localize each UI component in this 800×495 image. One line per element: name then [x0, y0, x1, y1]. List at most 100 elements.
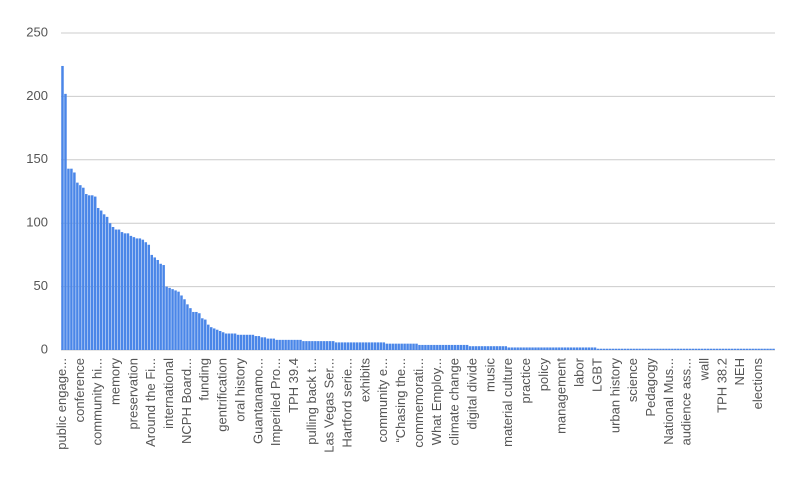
- bar: [236, 334, 240, 350]
- bar: [376, 342, 380, 350]
- bar: [715, 348, 719, 350]
- bar: [123, 233, 127, 350]
- bar: [751, 348, 754, 350]
- bar: [314, 341, 317, 350]
- bar: [691, 348, 695, 350]
- bar: [224, 333, 228, 350]
- bar: [239, 334, 243, 350]
- bar: [727, 348, 731, 350]
- bar: [763, 348, 766, 350]
- bar: [93, 196, 97, 350]
- x-tick-label: Hartford serie...: [340, 358, 355, 448]
- bar: [611, 348, 615, 350]
- bar: [233, 333, 237, 350]
- bar: [528, 347, 531, 350]
- bar: [453, 344, 457, 350]
- x-tick-label: Las Vegas Ser...: [322, 358, 337, 453]
- bar: [358, 342, 362, 350]
- bar: [513, 347, 516, 350]
- bar: [192, 311, 195, 350]
- bar: [272, 338, 275, 350]
- bar: [629, 348, 632, 350]
- bar: [709, 348, 713, 350]
- bar: [653, 348, 656, 350]
- bar: [525, 347, 528, 350]
- bar: [111, 227, 115, 350]
- bar: [340, 342, 344, 350]
- bar: [677, 348, 680, 350]
- bar: [555, 347, 558, 350]
- bar: [596, 348, 600, 350]
- bar: [227, 333, 231, 350]
- bar: [388, 343, 391, 350]
- bar: [403, 343, 406, 350]
- bar: [379, 342, 383, 350]
- bar: [558, 347, 561, 350]
- bar: [373, 342, 377, 350]
- bar: [406, 343, 409, 350]
- bar: [608, 348, 612, 350]
- bar: [522, 347, 525, 350]
- x-tick-label: TPH 39.4: [286, 358, 301, 413]
- bar: [120, 232, 124, 350]
- bar: [263, 337, 267, 350]
- bar: [212, 328, 216, 350]
- bar: [510, 347, 513, 350]
- x-tick-label: National Mus...: [661, 358, 676, 445]
- bar: [683, 348, 686, 350]
- bar: [617, 348, 621, 350]
- bar: [171, 289, 174, 350]
- bar: [614, 348, 618, 350]
- x-tick-label: international: [161, 358, 176, 429]
- bar: [492, 346, 496, 350]
- x-tick-label: gentrification: [215, 358, 230, 432]
- x-tick-label: LGBT: [589, 358, 604, 392]
- bar: [599, 348, 603, 350]
- y-tick-label: 0: [41, 341, 48, 356]
- y-tick-label: 250: [26, 24, 48, 39]
- bar: [543, 347, 546, 350]
- bar: [162, 265, 165, 350]
- bar: [474, 346, 478, 350]
- x-tick-label: What Employ...: [429, 358, 444, 445]
- x-tick-label: exhibits: [357, 358, 372, 403]
- bar: [323, 341, 326, 350]
- x-tick-label: labor: [572, 357, 587, 387]
- bar: [88, 195, 91, 350]
- bar: [561, 347, 564, 350]
- bar: [427, 344, 430, 350]
- bar: [209, 327, 213, 350]
- bar: [105, 216, 109, 350]
- bar: [706, 348, 710, 350]
- bar: [569, 347, 573, 350]
- bar: [769, 348, 772, 350]
- bar: [540, 347, 543, 350]
- bar: [195, 311, 198, 350]
- bar: [694, 348, 698, 350]
- bar: [516, 347, 519, 350]
- bar: [638, 348, 641, 350]
- bar: [320, 341, 323, 350]
- bar: [141, 239, 145, 350]
- x-tick-label: Around the Fi...: [143, 358, 158, 447]
- x-tick-label: audience ass...: [679, 358, 694, 445]
- bar: [391, 343, 394, 350]
- bar: [736, 348, 740, 350]
- x-tick-label: policy: [536, 358, 551, 392]
- x-tick-label: NCPH Board...: [179, 358, 194, 444]
- bar: [674, 348, 677, 350]
- x-tick-label: practice: [518, 358, 533, 404]
- bar: [644, 348, 647, 350]
- bar: [587, 347, 591, 350]
- x-tick-label: pulling back t...: [304, 358, 319, 445]
- bar: [126, 233, 130, 350]
- x-tick-label: science: [625, 358, 640, 402]
- x-tick-label: “Chasing the...: [393, 358, 408, 443]
- bar: [394, 343, 397, 350]
- bar: [281, 339, 284, 350]
- bar: [685, 348, 689, 350]
- bar: [245, 334, 249, 350]
- y-tick-label: 150: [26, 151, 48, 166]
- bar: [688, 348, 692, 350]
- bar: [504, 346, 508, 350]
